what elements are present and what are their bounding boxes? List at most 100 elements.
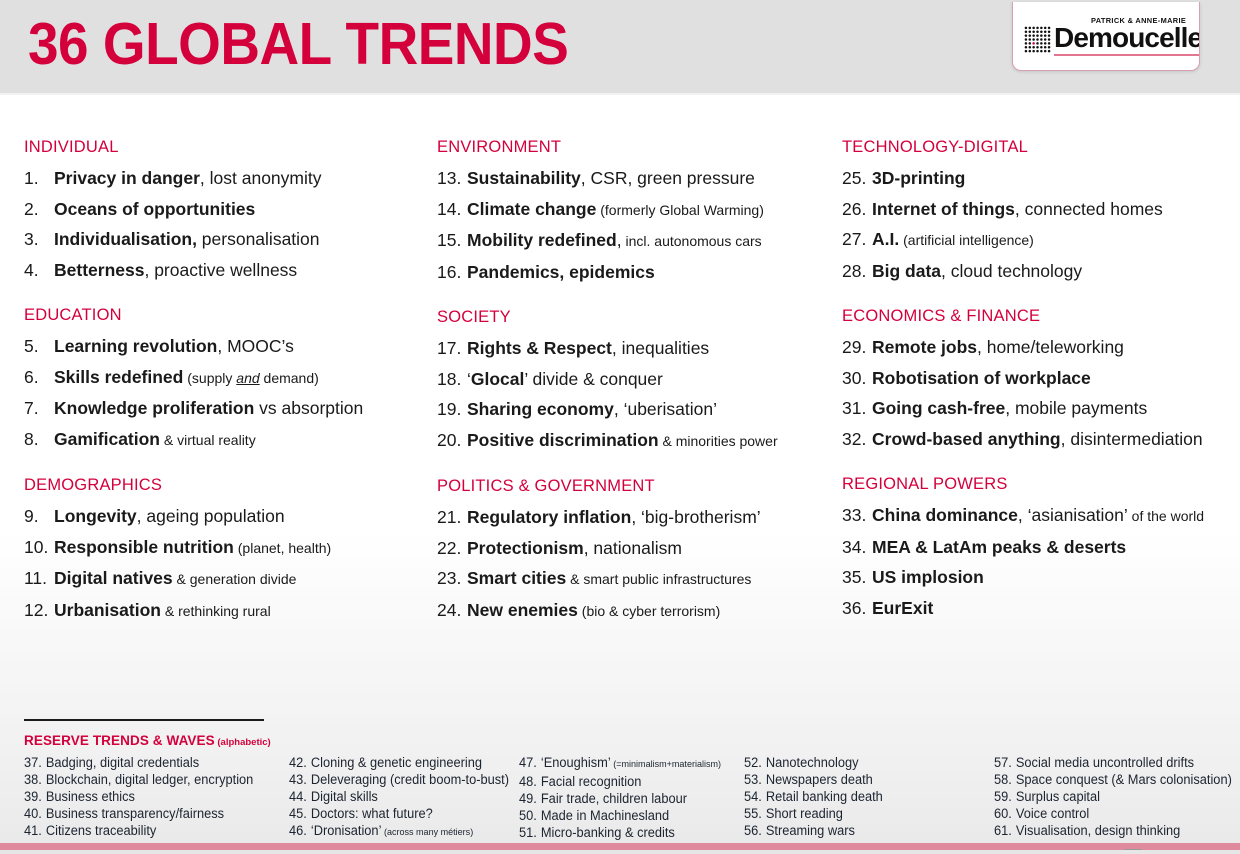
- trend-item[interactable]: 32. Crowd-based anything, disintermediati…: [842, 424, 1240, 455]
- trend-item[interactable]: 19. Sharing economy, ‘uberisation’: [437, 394, 842, 425]
- reserve-number: 53.: [744, 772, 762, 787]
- reserve-item[interactable]: 54. Retail banking death: [744, 788, 982, 805]
- trend-item[interactable]: 25. 3D-printing: [842, 163, 1240, 194]
- trend-label-strong: Individualisation,: [54, 229, 197, 249]
- reserve-number: 44.: [289, 789, 307, 804]
- reserve-item[interactable]: 49. Fair trade, children labour: [519, 790, 733, 807]
- trend-number: 11.: [24, 568, 48, 588]
- reserve-item[interactable]: 50. Made in Machinesland: [519, 807, 733, 824]
- trend-label-strong: Privacy in danger: [54, 168, 200, 188]
- group-heading: REGIONAL POWERS: [842, 475, 1008, 493]
- trend-item[interactable]: 30. Robotisation of workplace: [842, 363, 1240, 394]
- reserve-number: 52.: [744, 755, 762, 770]
- reserve-item[interactable]: 48. Facial recognition: [519, 773, 733, 790]
- trend-item[interactable]: 31. Going cash-free, mobile payments: [842, 393, 1240, 424]
- trend-list: 13. Sustainability, CSR, green pressure 14…: [437, 163, 842, 287]
- trend-label-strong: Climate change: [467, 198, 597, 219]
- reserve-item[interactable]: 46. ‘Dronisation’ (across many métiers): [289, 822, 508, 841]
- reserve-number: 38.: [24, 772, 42, 787]
- reserve-item[interactable]: 58. Space conquest (& Mars colonisation): [994, 771, 1232, 788]
- trend-item[interactable]: 18. ‘Glocal’ divide & conquer: [437, 364, 842, 395]
- reserve-item[interactable]: 55. Short reading: [744, 805, 982, 822]
- trend-item[interactable]: 33. China dominance, ‘asianisation’ of th…: [842, 500, 1240, 532]
- trend-item[interactable]: 15. Mobility redefined, incl. autonomous …: [437, 225, 842, 257]
- reserve-item[interactable]: 47. ‘Enoughism’ (=minimalism+materialism): [519, 754, 733, 773]
- reserve-item[interactable]: 40. Business transparency/fairness: [24, 805, 276, 822]
- trend-label-note: & minorities power: [658, 432, 778, 449]
- trend-label-rest: , ageing population: [136, 506, 285, 526]
- reserve-item[interactable]: 43. Deleveraging (credit boom-to-bust): [289, 771, 509, 788]
- reserve-item[interactable]: 42. Cloning & genetic engineering: [289, 754, 508, 771]
- group-heading: SOCIETY: [437, 308, 511, 326]
- trend-item[interactable]: 2. Oceans of opportunities: [24, 194, 437, 225]
- trend-number: 26.: [842, 198, 867, 219]
- trend-item[interactable]: 29. Remote jobs, home/teleworking: [842, 332, 1240, 363]
- trend-number: 18.: [437, 368, 462, 389]
- reserve-item[interactable]: 38. Blockchain, digital ledger, encryptio…: [24, 771, 276, 788]
- trend-item[interactable]: 13. Sustainability, CSR, green pressure: [437, 163, 842, 194]
- trend-item[interactable]: 9. Longevity, ageing population: [24, 501, 437, 532]
- reserve-number: 55.: [744, 806, 762, 821]
- reserve-label: Made in Machinesland: [540, 808, 670, 823]
- trend-label-rest: , connected homes: [1014, 198, 1163, 219]
- reserve-item[interactable]: 60. Voice control: [994, 805, 1213, 822]
- trend-label-strong: Mobility redefined: [467, 230, 617, 250]
- reserve-item[interactable]: 39. Business ethics: [24, 788, 276, 805]
- trend-label-note: (artificial intelligence): [899, 232, 1034, 248]
- reserve-label: Retail banking death: [765, 789, 883, 804]
- trend-label: Individualisation, personalisation: [54, 224, 320, 255]
- reserve-item[interactable]: 41. Citizens traceability: [24, 822, 276, 839]
- trend-item[interactable]: 8. Gamification & virtual reality: [24, 424, 437, 456]
- trend-label: Skills redefined (supply and demand): [54, 362, 319, 394]
- reserve-item[interactable]: 57. Social media uncontrolled drifts: [994, 754, 1213, 771]
- trend-item[interactable]: 5. Learning revolution, MOOC’s: [24, 331, 437, 362]
- trend-item[interactable]: 26. Internet of things, connected homes: [842, 194, 1240, 225]
- reserve-item[interactable]: 56. Streaming wars: [744, 822, 982, 839]
- trend-item[interactable]: 12. Urbanisation & rethinking rural: [24, 595, 437, 627]
- trend-item[interactable]: 4. Betterness, proactive wellness: [24, 255, 437, 286]
- trend-item[interactable]: 24. New enemies (bio & cyber terrorism): [437, 595, 842, 627]
- reserve-item[interactable]: 51. Micro-banking & credits: [519, 824, 733, 841]
- trend-item[interactable]: 3. Individualisation, personalisation: [24, 224, 437, 255]
- trend-item[interactable]: 23. Smart cities & smart public infrastru…: [437, 563, 842, 595]
- trend-item[interactable]: 35. US implosion: [842, 562, 1240, 593]
- trend-item[interactable]: 22. Protectionism, nationalism: [437, 533, 842, 564]
- reserve-item[interactable]: 61. Visualisation, design thinking: [994, 822, 1213, 839]
- trend-item[interactable]: 7. Knowledge proliferation vs absorption: [24, 393, 437, 424]
- trend-item[interactable]: 21. Regulatory inflation, ‘big-brotherism…: [437, 502, 842, 533]
- trend-label: A.I. (artificial intelligence): [872, 224, 1034, 256]
- trend-item[interactable]: 10. Responsible nutrition (planet, health…: [24, 532, 437, 564]
- reserve-number: 48.: [519, 774, 537, 789]
- reserve-columns: 37. Badging, digital credentials 38. Blockc…: [24, 754, 1232, 841]
- trend-item[interactable]: 34. MEA & LatAm peaks & deserts: [842, 532, 1240, 563]
- trend-item[interactable]: 28. Big data, cloud technology: [842, 256, 1240, 287]
- trend-number: 2.: [24, 198, 39, 219]
- trend-item[interactable]: 6. Skills redefined (supply and demand): [24, 362, 437, 394]
- trend-item[interactable]: 36. EurExit: [842, 593, 1240, 624]
- trend-label: MEA & LatAm peaks & deserts: [872, 532, 1126, 563]
- trend-label-rest: , lost anonymity: [199, 168, 322, 188]
- trend-item[interactable]: 20. Positive discrimination & minorities …: [437, 425, 842, 457]
- trend-item[interactable]: 14. Climate change (formerly Global Warmi…: [437, 194, 842, 226]
- brand-logo[interactable]: PATRICK & ANNE-MARIE Demoucelle: [1012, 2, 1200, 71]
- reserve-item[interactable]: 52. Nanotechnology: [744, 754, 982, 771]
- trend-label-rest: , mobile payments: [1005, 398, 1148, 418]
- reserve-label: Blockchain, digital ledger, encryption: [45, 772, 254, 787]
- trend-number: 30.: [842, 367, 867, 388]
- trend-item[interactable]: 11. Digital natives & generation divide: [24, 563, 437, 595]
- trend-label-strong: Learning revolution: [54, 336, 218, 356]
- reserve-label: Business ethics: [45, 789, 135, 804]
- trend-number: 19.: [437, 399, 462, 419]
- trend-label-strong: Regulatory inflation: [467, 507, 632, 527]
- logo-content: PATRICK & ANNE-MARIE Demoucelle: [1024, 16, 1199, 56]
- reserve-item[interactable]: 45. Doctors: what future?: [289, 805, 508, 822]
- reserve-item[interactable]: 53. Newspapers death: [744, 771, 982, 788]
- reserve-item[interactable]: 44. Digital skills: [289, 788, 508, 805]
- group-heading: DEMOGRAPHICS: [24, 476, 163, 494]
- reserve-item[interactable]: 37. Badging, digital credentials: [24, 754, 276, 771]
- trend-item[interactable]: 27. A.I. (artificial intelligence): [842, 224, 1240, 256]
- trend-item[interactable]: 16. Pandemics, epidemics: [437, 257, 842, 288]
- trend-item[interactable]: 17. Rights & Respect, inequalities: [437, 333, 842, 364]
- trend-item[interactable]: 1. Privacy in danger, lost anonymity: [24, 163, 437, 194]
- reserve-item[interactable]: 59. Surplus capital: [994, 788, 1213, 805]
